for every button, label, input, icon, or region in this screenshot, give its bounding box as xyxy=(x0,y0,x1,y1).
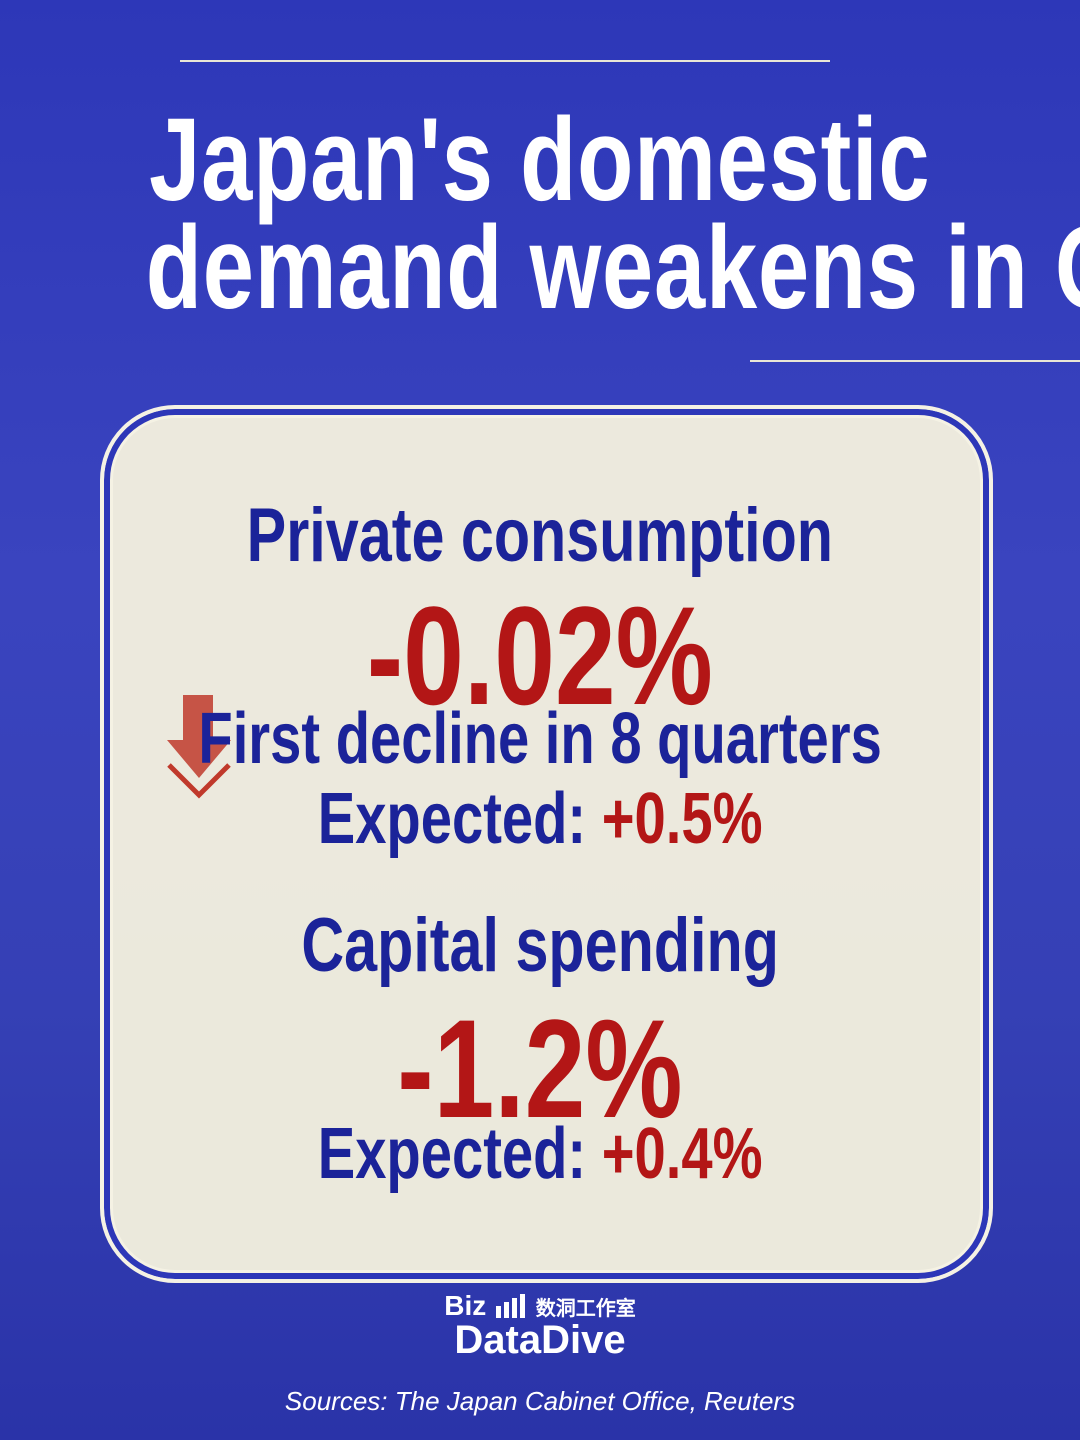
text: Expected: xyxy=(317,1114,586,1194)
sources: Sources: The Japan Cabinet Office, Reute… xyxy=(0,1386,1080,1417)
expected: Expected: +0.5% xyxy=(0,778,1080,860)
text: First decline in 8 quarters xyxy=(198,699,882,779)
metric-label: Capital spending xyxy=(0,902,1080,989)
text: Private consumption xyxy=(246,493,834,578)
text: Sources: The Japan Cabinet Office, Reute… xyxy=(284,1386,796,1416)
metric-note: First decline in 8 quarters xyxy=(0,698,1080,780)
text: -1.2% xyxy=(397,990,683,1147)
metric-label: Private consumption xyxy=(0,492,1080,579)
text: +0.5% xyxy=(601,779,763,859)
text: -0.02% xyxy=(366,577,714,734)
expected: Expected: +0.4% xyxy=(0,1113,1080,1195)
text: Japan's domestic xyxy=(149,94,931,226)
title-line: Japan's domestic xyxy=(0,92,1080,228)
text: DataDive xyxy=(454,1318,626,1362)
metric-value: -0.02% xyxy=(0,575,1080,737)
rule xyxy=(750,360,1080,362)
text: +0.4% xyxy=(601,1114,763,1194)
metric-value: -1.2% xyxy=(0,988,1080,1150)
rule xyxy=(180,60,830,62)
text: demand weakens in Q2 xyxy=(145,202,1080,334)
logo-icon xyxy=(496,1294,525,1318)
card xyxy=(100,405,993,1283)
down-arrow xyxy=(167,695,231,799)
text: Biz xyxy=(444,1290,487,1321)
logo-top: Biz 数洞工作室 xyxy=(0,1290,1080,1322)
text: 数洞工作室 xyxy=(535,1298,636,1320)
text: Capital spending xyxy=(301,903,779,988)
text: Expected: xyxy=(317,779,586,859)
logo-name: DataDive xyxy=(0,1318,1080,1363)
title-line: demand weakens in Q2 xyxy=(0,200,1080,336)
